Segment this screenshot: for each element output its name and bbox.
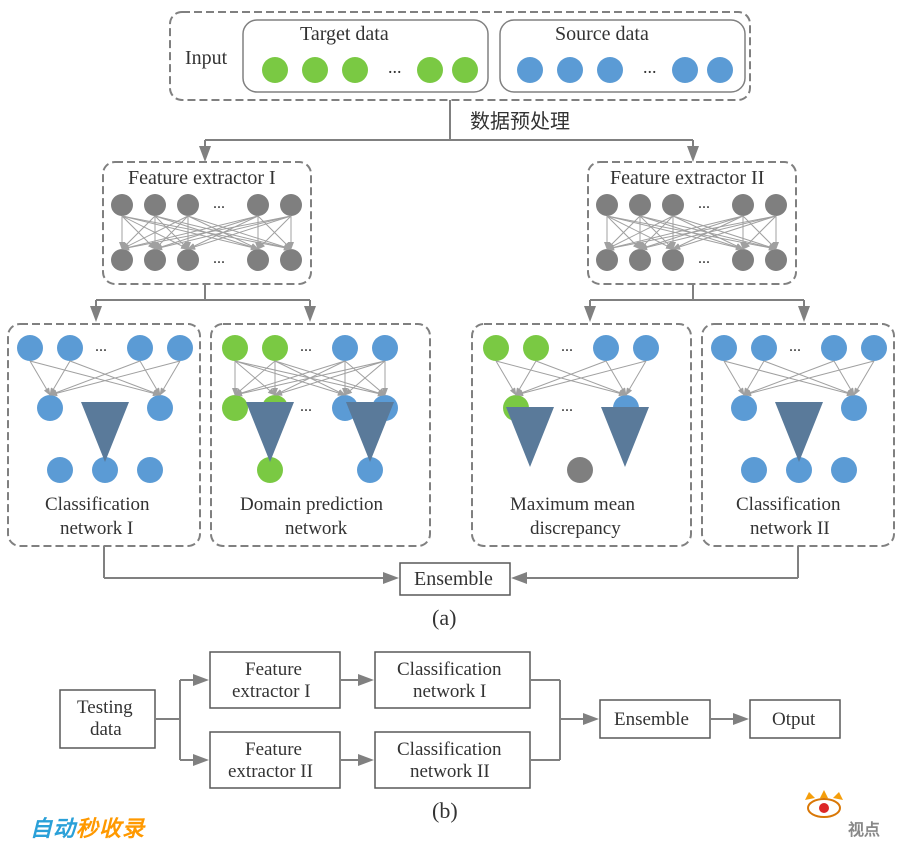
svg-text:...: ...	[213, 250, 225, 267]
feature-extractor-1: Feature extractor I ... ...	[103, 162, 311, 284]
svg-text:data: data	[90, 719, 122, 740]
svg-text:Maximum mean: Maximum mean	[510, 494, 636, 515]
svg-text:...: ...	[561, 338, 573, 355]
svg-text:Classification: Classification	[736, 494, 841, 515]
watermark-left: 自动秒收录	[30, 811, 145, 843]
svg-text:network I: network I	[413, 681, 486, 702]
svg-text:...: ...	[561, 398, 573, 415]
svg-text:network: network	[285, 518, 348, 539]
svg-text:Ensemble: Ensemble	[614, 709, 689, 730]
diagram-canvas: Input Target data ... Source data ... 数据…	[0, 0, 900, 848]
svg-text:...: ...	[300, 338, 312, 355]
svg-text:...: ...	[698, 195, 710, 212]
source-data-box: Source data ...	[500, 20, 745, 92]
svg-text:Ensemble: Ensemble	[414, 568, 493, 590]
eye-icon	[803, 790, 845, 820]
svg-text:Feature: Feature	[245, 659, 302, 680]
feat2-label: Feature extractor II	[610, 167, 764, 189]
source-label: Source data	[555, 23, 649, 45]
watermark-right: 视点	[848, 816, 880, 840]
feature-extractor-2: Feature extractor II ... ...	[588, 162, 796, 284]
svg-text:extractor I: extractor I	[232, 681, 311, 702]
svg-text:...: ...	[95, 398, 107, 415]
target-data-box: Target data ...	[243, 20, 488, 92]
part-b: Testing data Feature extractor I Feature…	[60, 652, 840, 823]
svg-text:...: ...	[213, 195, 225, 212]
svg-text:network I: network I	[60, 518, 133, 539]
subfig-a: (a)	[432, 605, 456, 630]
target-label: Target data	[300, 23, 389, 45]
svg-text:Classification: Classification	[397, 739, 502, 760]
svg-text:extractor II: extractor II	[228, 761, 313, 782]
svg-text:Otput: Otput	[772, 709, 816, 730]
svg-text:...: ...	[388, 57, 402, 77]
svg-text:network II: network II	[410, 761, 490, 782]
ensemble-box-a: Ensemble	[400, 563, 510, 595]
feat1-label: Feature extractor I	[128, 167, 276, 189]
svg-text:Classification: Classification	[45, 494, 150, 515]
preprocess-label: 数据预处理	[470, 110, 570, 133]
svg-text:...: ...	[95, 338, 107, 355]
maximum-mean-discrepancy: ... ... Maximum mean discrepancy	[472, 324, 691, 546]
svg-text:Feature: Feature	[245, 739, 302, 760]
svg-text:Domain prediction: Domain prediction	[240, 494, 383, 515]
svg-text:Classification: Classification	[397, 659, 502, 680]
svg-text:discrepancy: discrepancy	[530, 518, 621, 539]
svg-text:...: ...	[643, 57, 657, 77]
svg-text:Testing: Testing	[77, 697, 133, 718]
svg-text:...: ...	[698, 250, 710, 267]
svg-text:...: ...	[300, 398, 312, 415]
svg-text:...: ...	[789, 398, 801, 415]
input-label: Input	[185, 47, 228, 69]
classification-network-1: ... ... Classification network I	[8, 324, 200, 546]
domain-prediction-network: ... ... Domain prediction network	[211, 324, 430, 546]
classification-network-2: ... ... Classification network II	[702, 324, 894, 546]
subfig-b: (b)	[432, 798, 458, 823]
input-box: Input Target data ... Source data ...	[170, 12, 750, 100]
svg-text:network II: network II	[750, 518, 830, 539]
svg-text:...: ...	[789, 338, 801, 355]
